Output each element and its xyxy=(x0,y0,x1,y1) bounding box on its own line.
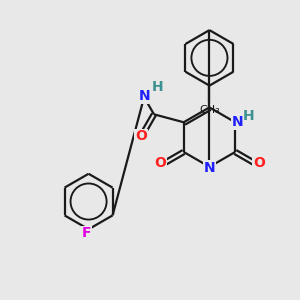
Text: H: H xyxy=(152,80,164,94)
Text: N: N xyxy=(231,115,243,129)
Text: N: N xyxy=(138,89,150,103)
Text: H: H xyxy=(243,109,255,123)
Text: F: F xyxy=(82,226,91,240)
Text: N: N xyxy=(204,161,215,175)
Text: O: O xyxy=(154,156,166,170)
Text: O: O xyxy=(135,129,147,143)
Text: CH₃: CH₃ xyxy=(199,105,220,116)
Text: O: O xyxy=(253,156,265,170)
